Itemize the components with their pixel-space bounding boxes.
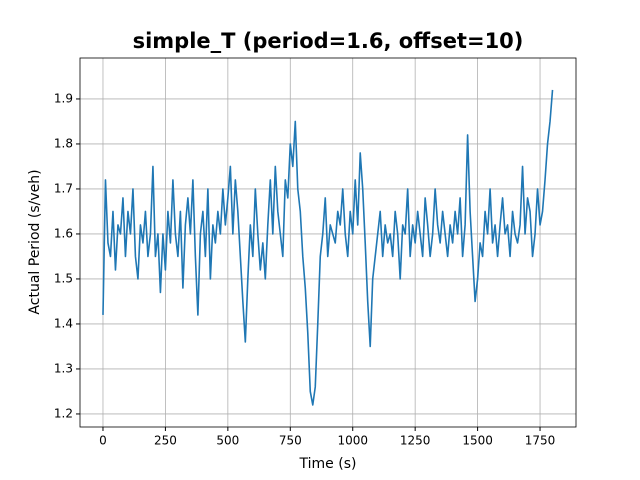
y-tick-label: 1.5 xyxy=(54,271,73,285)
x-tick-label: 250 xyxy=(154,434,177,448)
y-tick-label: 1.9 xyxy=(54,91,73,105)
x-tick-label: 1750 xyxy=(525,434,556,448)
x-tick-label: 1500 xyxy=(462,434,493,448)
y-tick-label: 1.2 xyxy=(54,406,73,420)
y-tick-label: 1.8 xyxy=(54,136,73,150)
y-axis-label: Actual Period (s/veh) xyxy=(27,169,43,314)
x-axis-label: Time (s) xyxy=(299,456,357,472)
x-tick-label: 1000 xyxy=(337,434,368,448)
chart-title: simple_T (period=1.6, offset=10) xyxy=(133,29,524,53)
y-tick-label: 1.6 xyxy=(54,226,73,240)
y-tick-label: 1.7 xyxy=(54,181,73,195)
x-tick-label: 1250 xyxy=(400,434,431,448)
y-tick-label: 1.3 xyxy=(54,361,73,375)
x-tick-label: 500 xyxy=(216,434,239,448)
x-tick-label: 0 xyxy=(99,434,107,448)
plot-frame xyxy=(79,57,577,428)
y-tick-label: 1.4 xyxy=(54,316,73,330)
x-tick-label: 750 xyxy=(279,434,302,448)
data-line xyxy=(102,89,554,406)
